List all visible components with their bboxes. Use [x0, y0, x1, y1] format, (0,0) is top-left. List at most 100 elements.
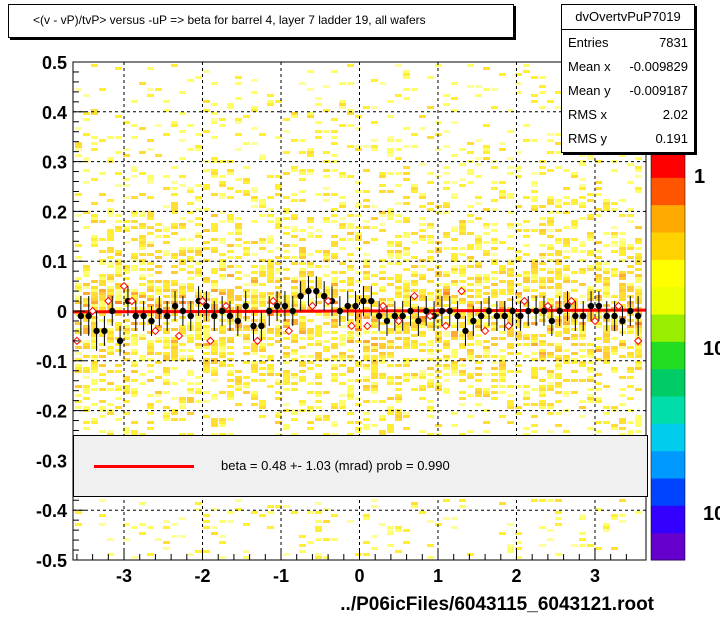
heatmap-cell	[107, 370, 114, 373]
heatmap-cell	[251, 319, 258, 322]
heatmap-cell	[235, 226, 242, 229]
heatmap-cell	[275, 373, 282, 376]
heatmap-cell	[123, 523, 130, 526]
heatmap-cell	[219, 196, 226, 199]
profile-point	[281, 302, 289, 310]
heatmap-cell	[195, 319, 202, 322]
open-marker	[504, 321, 513, 331]
heatmap-cell	[323, 556, 330, 559]
heatmap-cell	[315, 343, 322, 346]
heatmap-cell	[387, 100, 394, 103]
heatmap-cell	[275, 379, 282, 382]
heatmap-cell	[299, 172, 306, 175]
heatmap-cell	[395, 286, 402, 289]
heatmap-cell	[123, 379, 130, 382]
heatmap-cell	[427, 343, 434, 346]
heatmap-cell	[331, 193, 338, 196]
heatmap-cell	[547, 223, 554, 226]
heatmap-cell	[147, 304, 154, 307]
heatmap-cell	[283, 337, 290, 340]
heatmap-cell	[323, 274, 330, 277]
heatmap-cell	[291, 349, 298, 352]
heatmap-cell	[299, 274, 306, 277]
heatmap-cell	[611, 514, 618, 517]
heatmap-cell	[291, 313, 298, 316]
chart-title: <(v - vP)/tvP> versus -uP => beta for ba…	[33, 13, 426, 27]
heatmap-cell	[163, 415, 170, 418]
heatmap-cell	[331, 355, 338, 358]
heatmap-cell	[323, 169, 330, 172]
heatmap-cell	[131, 526, 138, 529]
heatmap-cell	[395, 274, 402, 277]
heatmap-cell	[483, 322, 490, 325]
heatmap-cell	[331, 379, 338, 382]
heatmap-cell	[331, 136, 338, 139]
heatmap-cell	[291, 166, 298, 169]
heatmap-cell	[251, 196, 258, 199]
heatmap-cell	[147, 352, 154, 355]
heatmap-cell	[459, 343, 466, 346]
heatmap-cell	[403, 295, 410, 298]
heatmap-cell	[187, 334, 194, 337]
heatmap-cell	[467, 316, 474, 319]
heatmap-cell	[299, 268, 306, 271]
heatmap-cell	[243, 166, 250, 169]
heatmap-cell	[107, 280, 114, 283]
profile-point	[564, 302, 571, 310]
heatmap-cell	[483, 430, 490, 433]
heatmap-cell	[563, 196, 570, 199]
heatmap-cell	[419, 274, 426, 277]
heatmap-cell	[315, 520, 322, 523]
heatmap-cell	[403, 127, 410, 130]
color-scale-band	[651, 416, 685, 424]
heatmap-cell	[627, 397, 634, 400]
color-scale-band	[651, 382, 685, 390]
heatmap-cell	[267, 370, 274, 373]
open-marker	[590, 316, 600, 326]
heatmap-cell	[459, 271, 466, 274]
heatmap-cell	[147, 364, 154, 367]
heatmap-cell	[291, 322, 298, 325]
heatmap-cell	[547, 286, 554, 289]
heatmap-cell	[475, 319, 482, 322]
heatmap-cell	[203, 280, 210, 283]
heatmap-cell	[219, 220, 226, 223]
heatmap-cell	[219, 238, 226, 241]
color-scale-band	[651, 464, 685, 472]
heatmap-cell	[115, 349, 122, 352]
heatmap-cell	[579, 244, 586, 247]
heatmap-cell	[515, 274, 522, 277]
heatmap-cell	[347, 433, 354, 436]
heatmap-cell	[355, 298, 362, 301]
heatmap-cell	[315, 382, 322, 385]
heatmap-cell	[275, 256, 282, 259]
heatmap-cell	[539, 385, 546, 388]
heatmap-cell	[403, 247, 410, 250]
heatmap-cell	[259, 379, 266, 382]
heatmap-cell	[403, 325, 410, 328]
heatmap-cell	[139, 262, 146, 265]
heatmap-cell	[91, 298, 98, 301]
heatmap-cell	[363, 340, 370, 343]
heatmap-cell	[531, 367, 538, 370]
heatmap-cell	[635, 415, 642, 418]
heatmap-cell	[123, 427, 130, 430]
heatmap-cell	[203, 415, 210, 418]
heatmap-cell	[107, 334, 114, 337]
heatmap-cell	[435, 298, 442, 301]
heatmap-cell	[555, 334, 562, 337]
profile-point	[352, 302, 359, 310]
y-tick-label: 0.2	[42, 202, 67, 222]
heatmap-cell	[227, 265, 234, 268]
heatmap-cell	[219, 355, 226, 358]
heatmap-cell	[491, 259, 498, 262]
y-tick-label: -0.1	[36, 352, 67, 372]
heatmap-cell	[371, 316, 378, 319]
heatmap-cell	[443, 346, 450, 349]
heatmap-cell	[147, 262, 154, 265]
heatmap-cell	[83, 226, 90, 229]
heatmap-cell	[483, 301, 490, 304]
heatmap-cell	[227, 274, 234, 277]
heatmap-cell	[131, 295, 138, 298]
heatmap-cell	[331, 280, 338, 283]
